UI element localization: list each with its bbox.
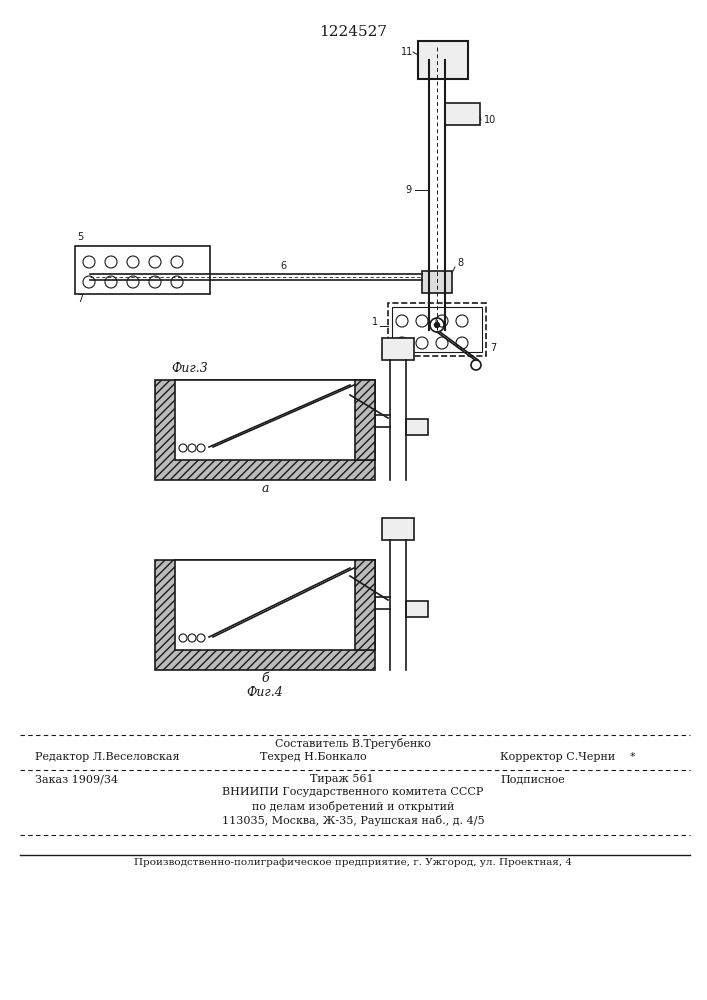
Bar: [175, 560, 375, 650]
Text: по делам изобретений и открытий: по делам изобретений и открытий: [252, 801, 454, 812]
Text: Подписное: Подписное: [500, 774, 565, 784]
Bar: [422, 271, 452, 293]
Text: 113035, Москва, Ж-35, Раушская наб., д. 4/5: 113035, Москва, Ж-35, Раушская наб., д. …: [222, 815, 484, 826]
Bar: [388, 303, 486, 356]
Bar: [155, 560, 375, 670]
Text: 7: 7: [490, 343, 496, 353]
Text: Заказ 1909/34: Заказ 1909/34: [35, 774, 118, 784]
Text: 8: 8: [457, 258, 463, 268]
Text: 5: 5: [77, 232, 83, 242]
Text: Составитель В.Трегубенко: Составитель В.Трегубенко: [275, 738, 431, 749]
Text: Фиг.3: Фиг.3: [172, 362, 209, 375]
Bar: [75, 246, 210, 294]
Bar: [382, 518, 414, 540]
Bar: [418, 41, 468, 79]
Bar: [355, 560, 375, 650]
Text: 11: 11: [401, 47, 413, 57]
Text: 7: 7: [77, 294, 83, 304]
Bar: [445, 103, 480, 125]
Text: 10: 10: [484, 115, 496, 125]
Text: 1224527: 1224527: [319, 25, 387, 39]
Text: Редактор Л.Веселовская: Редактор Л.Веселовская: [35, 752, 180, 762]
Text: *: *: [630, 752, 636, 762]
Bar: [155, 380, 375, 480]
Circle shape: [435, 322, 440, 328]
Text: Корректор С.Черни: Корректор С.Черни: [500, 752, 615, 762]
Bar: [392, 307, 482, 352]
Text: a: a: [262, 482, 269, 495]
Text: 9: 9: [406, 185, 412, 195]
Text: б: б: [261, 672, 269, 685]
Bar: [406, 601, 428, 617]
Text: ВНИИПИ Государственного комитета СССР: ВНИИПИ Государственного комитета СССР: [222, 787, 484, 797]
Text: Фиг.4: Фиг.4: [247, 686, 284, 699]
Bar: [175, 380, 375, 460]
Text: Производственно-полиграфическое предприятие, г. Ужгород, ул. Проектная, 4: Производственно-полиграфическое предприя…: [134, 858, 572, 867]
Text: 1: 1: [372, 317, 378, 327]
Bar: [382, 338, 414, 360]
Bar: [355, 380, 375, 460]
Text: Техред Н.Бонкало: Техред Н.Бонкало: [260, 752, 367, 762]
Text: Тираж 561: Тираж 561: [310, 774, 373, 784]
Bar: [406, 419, 428, 435]
Text: 6: 6: [280, 261, 286, 271]
